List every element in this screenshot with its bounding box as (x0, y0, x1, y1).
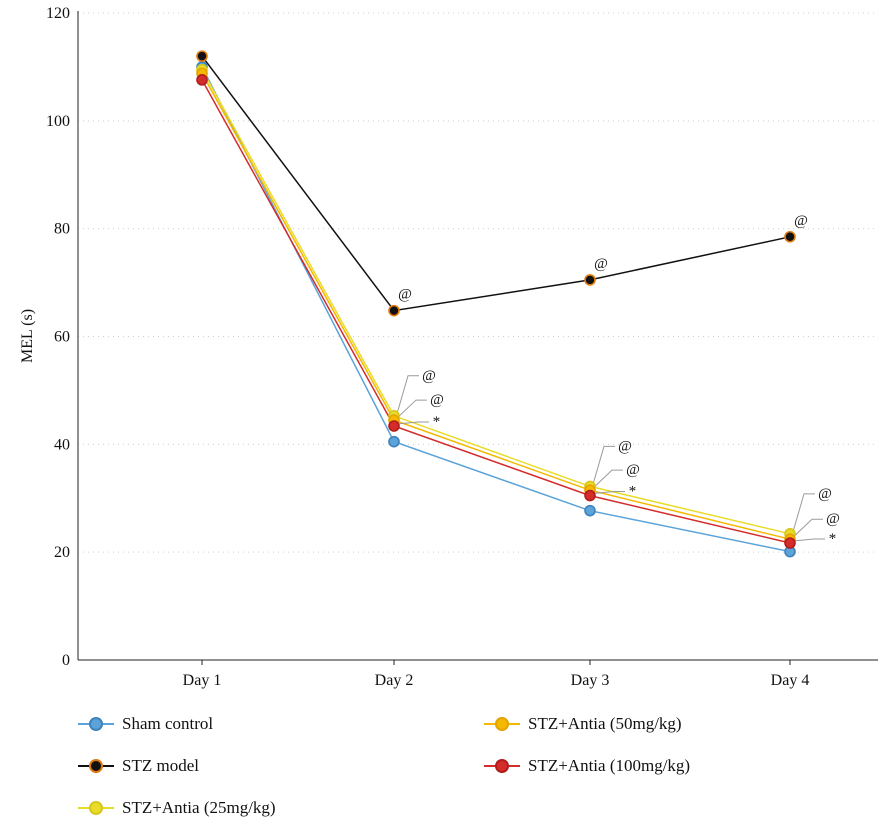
legend: Sham control STZ model STZ+Antia (25mg/k… (0, 706, 883, 826)
annotation-leader (396, 421, 429, 425)
y-axis-label: MEL (s) (19, 309, 36, 363)
annotation-leader (592, 445, 615, 485)
annotation-leader (792, 538, 825, 542)
annotation-label: @ (826, 511, 840, 527)
annotation-label: * (432, 414, 440, 430)
annotation-label: * (628, 484, 636, 500)
annotation-label: @ (594, 256, 608, 272)
legend-swatch (484, 714, 520, 734)
legend-item-sham-control: Sham control (78, 710, 213, 738)
y-tick-label: 80 (54, 221, 70, 238)
legend-item-stz-antia-50: STZ+Antia (50mg/kg) (484, 710, 682, 738)
y-tick-label: 40 (54, 436, 70, 453)
axes (77, 11, 878, 665)
legend-label: STZ+Antia (100mg/kg) (528, 756, 691, 775)
data-point (584, 274, 596, 286)
annotation-label: @ (422, 368, 436, 384)
y-tick-label: 20 (54, 544, 70, 561)
legend-swatch (78, 756, 114, 776)
tick-labels: 0 20 40 60 80 100 120 Day 1 Day 2 Day 3 Day 4 (46, 5, 809, 689)
annotation-leader (792, 518, 823, 538)
data-point (388, 304, 400, 317)
y-tick-label: 60 (54, 329, 70, 346)
x-tick-label: Day 4 (771, 672, 810, 689)
legend-item-stz-antia-25: STZ+Antia (25mg/kg) (78, 794, 276, 822)
legend-swatch (78, 798, 114, 818)
series-line-3 (201, 73, 791, 540)
legend-label: STZ+Antia (25mg/kg) (122, 798, 276, 817)
x-tick-label: Day 2 (375, 672, 414, 689)
series-line-0 (201, 66, 791, 553)
annotation-label: * (828, 531, 836, 547)
y-tick-label: 0 (62, 652, 70, 669)
annotation-leader (592, 491, 625, 495)
annotation-leader (592, 469, 623, 489)
annotation-label: @ (794, 213, 808, 229)
legend-swatch (484, 756, 520, 776)
x-tick-label: Day 3 (571, 672, 610, 689)
annotation-label: @ (618, 438, 632, 454)
data-point (584, 504, 596, 517)
data-point (196, 74, 208, 86)
annotation-label: @ (430, 392, 444, 408)
data-point (196, 50, 208, 62)
y-tick-label: 120 (46, 5, 70, 22)
legend-label: STZ model (122, 756, 199, 775)
annotation-label: @ (398, 287, 412, 303)
annotation-leader (396, 375, 419, 414)
series-lines (201, 55, 791, 553)
legend-item-stz-antia-100: STZ+Antia (100mg/kg) (484, 752, 690, 780)
annotations: @ @ @ @ @ * @ @ * @ @ * (396, 213, 840, 547)
data-point (784, 537, 796, 549)
data-point (388, 435, 400, 448)
data-point (784, 230, 796, 243)
series-line-2 (201, 69, 791, 535)
x-tick-label: Day 1 (183, 672, 222, 689)
annotation-label: @ (626, 462, 640, 478)
legend-label: STZ+Antia (50mg/kg) (528, 714, 682, 733)
data-point (584, 489, 596, 502)
data-point (388, 420, 400, 432)
legend-item-stz-model: STZ model (78, 752, 199, 780)
annotation-label: @ (818, 486, 832, 502)
legend-label: Sham control (122, 714, 214, 733)
data-points (196, 50, 796, 558)
gridlines (78, 12, 878, 553)
series-line-4 (201, 79, 791, 544)
annotation-leader (396, 399, 427, 419)
series-line-1 (201, 55, 791, 312)
annotation-leader (792, 493, 815, 532)
y-tick-label: 100 (46, 113, 70, 130)
legend-swatch (78, 714, 114, 734)
